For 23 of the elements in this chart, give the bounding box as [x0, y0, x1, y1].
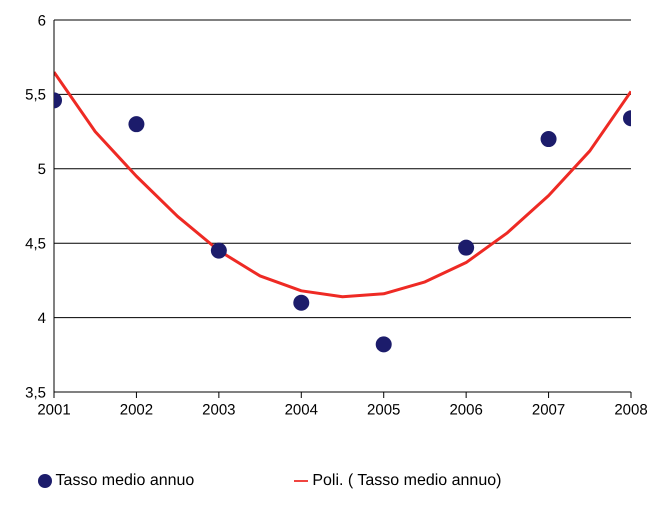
x-tick-label: 2002 — [120, 402, 154, 419]
x-tick-label: 2001 — [37, 402, 71, 419]
point — [293, 294, 310, 311]
legend-label: Tasso medio annuo — [56, 472, 194, 489]
x-tick-label: 2003 — [202, 402, 236, 419]
point — [128, 116, 144, 132]
point — [210, 242, 227, 259]
legend-label: Poli. ( Tasso medio annuo) — [312, 472, 502, 489]
x-tick-label: 2005 — [367, 402, 400, 419]
x-tick-label: 2004 — [284, 402, 318, 419]
point — [376, 336, 392, 352]
x-tick-label: 2006 — [449, 402, 483, 419]
y-tick-label: 5 — [38, 161, 46, 178]
point — [458, 240, 474, 256]
y-tick-label: 4 — [38, 310, 46, 327]
point — [540, 131, 557, 148]
y-tick-label: 6 — [38, 12, 46, 30]
y-tick-label: 3,5 — [25, 384, 46, 402]
y-tick-label: 5,5 — [25, 86, 46, 104]
line-series — [54, 70, 631, 298]
x-tick-label: 2007 — [532, 402, 566, 419]
x-tick-label: 2008 — [614, 402, 648, 419]
y-tick-label: 4,5 — [25, 236, 46, 253]
